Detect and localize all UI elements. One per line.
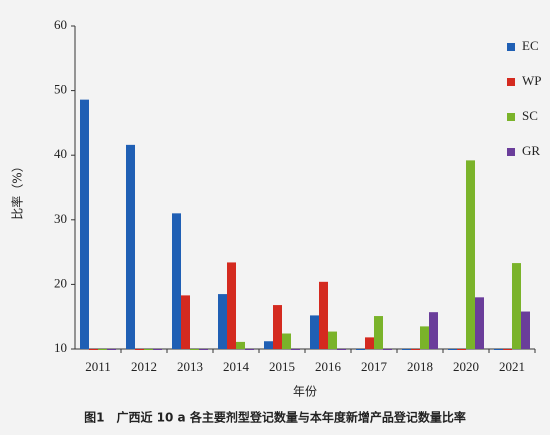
bar: [172, 213, 181, 349]
legend-swatch: [507, 113, 515, 121]
bar: [245, 349, 254, 350]
bar: [356, 349, 365, 350]
bar: [199, 349, 208, 350]
x-tick-label: 2020: [453, 359, 479, 374]
bar: [475, 297, 484, 349]
legend-label: WP: [522, 73, 542, 88]
legend-label: EC: [522, 38, 539, 53]
bar: [494, 349, 503, 350]
bar: [181, 295, 190, 349]
y-tick-label: 30: [54, 211, 67, 226]
caption: 图1 广西近 10 a 各主要剂型登记数量与本年度新增产品登记数量比率: [84, 410, 466, 425]
bar: [107, 349, 116, 350]
x-tick-label: 2018: [407, 359, 433, 374]
bar: [291, 349, 300, 350]
legend-swatch: [507, 43, 515, 51]
legend-swatch: [507, 78, 515, 86]
bar: [80, 99, 89, 349]
bar: [218, 294, 227, 349]
bar: [319, 281, 328, 349]
legend-label: SC: [522, 108, 538, 123]
bar: [190, 349, 199, 350]
bar: [282, 333, 291, 349]
y-tick-label: 40: [54, 146, 67, 161]
x-tick-label: 2021: [499, 359, 525, 374]
bar: [411, 349, 420, 350]
x-tick-label: 2016: [315, 359, 342, 374]
bar: [429, 312, 438, 349]
bar: [457, 349, 466, 350]
bar: [512, 263, 521, 349]
bar: [420, 326, 429, 349]
x-tick-label: 2011: [85, 359, 111, 374]
bar: [153, 349, 162, 350]
bar: [328, 331, 337, 349]
bar: [310, 315, 319, 349]
y-tick-label: 20: [54, 275, 67, 290]
x-tick-label: 2012: [131, 359, 157, 374]
x-tick-label: 2013: [177, 359, 203, 374]
bar: [227, 262, 236, 349]
x-tick-label: 2014: [223, 359, 250, 374]
y-tick-label: 50: [54, 82, 67, 97]
x-axis-label: 年份: [293, 385, 317, 399]
bar: [273, 305, 282, 349]
bar: [402, 349, 411, 350]
bar: [503, 349, 512, 350]
bar: [374, 316, 383, 349]
bar: [466, 160, 475, 349]
x-tick-label: 2017: [361, 359, 388, 374]
y-tick-label: 60: [54, 17, 67, 32]
bar: [521, 311, 530, 349]
bar: [236, 341, 245, 349]
x-tick-label: 2015: [269, 359, 295, 374]
bar: [135, 349, 144, 350]
bar: [264, 341, 273, 349]
bar: [144, 349, 153, 350]
bar: [383, 349, 392, 350]
y-axis-label: 比率（%）: [10, 160, 25, 219]
legend-label: GR: [522, 143, 540, 158]
bar: [126, 144, 135, 349]
y-tick-label: 10: [54, 340, 67, 355]
bar: [98, 349, 107, 350]
bar: [89, 349, 98, 350]
bar: [337, 349, 346, 350]
legend-swatch: [507, 148, 515, 156]
bar: [365, 337, 374, 349]
bar: [448, 349, 457, 350]
